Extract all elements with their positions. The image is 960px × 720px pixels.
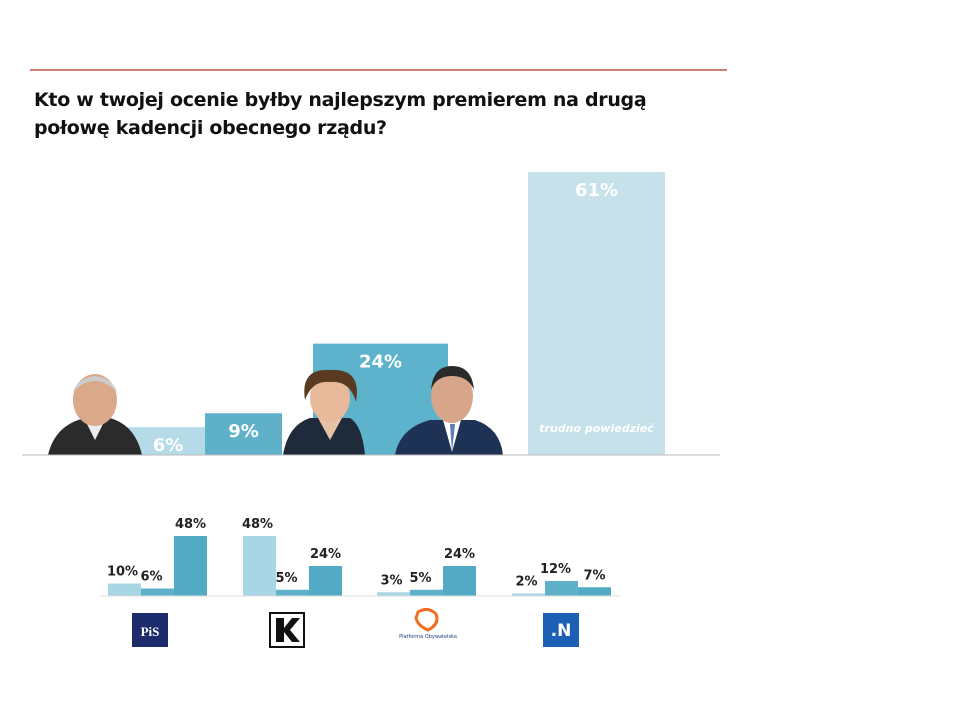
- value-label: 2%: [515, 575, 537, 590]
- logos: PiS Platforma Obywatelska .N: [132, 607, 579, 648]
- main-bars: [100, 171, 665, 455]
- value-label: 3%: [380, 573, 402, 588]
- bar: [443, 566, 476, 596]
- photo-1: [48, 374, 142, 455]
- value-label: 5%: [275, 571, 297, 586]
- chart-title: Kto w twojej ocenie byłby najlepszym pre…: [34, 89, 647, 139]
- value-label: 5%: [409, 571, 431, 586]
- logo-kukiz: [269, 612, 305, 648]
- logo-text: .N: [551, 621, 572, 641]
- bar: [578, 587, 611, 596]
- value-label: 6%: [140, 570, 162, 585]
- bar: [141, 588, 174, 596]
- bar: [512, 593, 545, 596]
- value-label: 48%: [242, 517, 273, 532]
- value-label: 12%: [540, 562, 571, 577]
- main-labels: 6% 9% 24% 61% trudno powiedzieć: [153, 180, 655, 456]
- bar: [528, 171, 665, 455]
- bar: [108, 583, 141, 596]
- bar: [410, 589, 443, 596]
- logo-n: .N: [543, 613, 579, 647]
- bar: [377, 592, 410, 596]
- bar: [309, 566, 342, 596]
- logo-po: Platforma Obywatelska: [399, 607, 457, 640]
- photo-2: [283, 369, 365, 455]
- photos: [48, 366, 503, 455]
- photo-3: [395, 366, 503, 455]
- bar: [174, 536, 207, 596]
- category-label: trudno powiedzieć: [539, 422, 655, 435]
- logo-text: PiS: [141, 624, 160, 639]
- logo-text: Platforma Obywatelska: [399, 634, 457, 640]
- value-label: 10%: [107, 565, 138, 580]
- value-label: 24%: [359, 352, 402, 373]
- bar: [545, 581, 578, 596]
- value-label: 48%: [175, 517, 206, 532]
- logo-pis: PiS: [132, 613, 168, 647]
- value-label: 9%: [228, 421, 259, 442]
- bar: [276, 589, 309, 596]
- value-label: 6%: [153, 435, 184, 456]
- party-bars: 10% 48% 3% 2% 6% 5% 5% 12% 48% 24% 24% 7%: [107, 517, 611, 596]
- value-label: 24%: [444, 547, 475, 562]
- value-label: 24%: [310, 547, 341, 562]
- value-label: 61%: [575, 180, 618, 201]
- value-label: 7%: [583, 568, 605, 583]
- bar: [205, 413, 282, 455]
- bar: [243, 536, 276, 596]
